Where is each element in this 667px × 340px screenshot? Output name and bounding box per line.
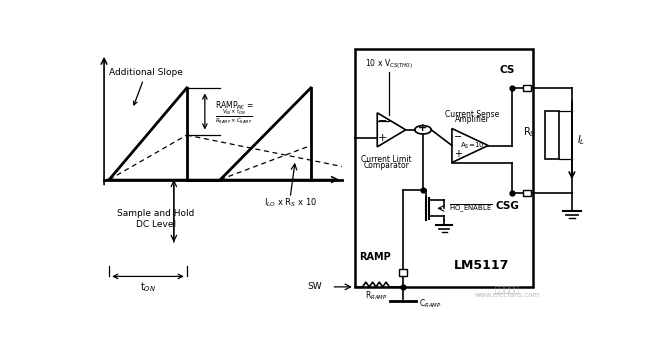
Text: Amplifier: Amplifier	[455, 115, 490, 124]
Text: RAMP: RAMP	[359, 252, 391, 262]
Text: CSG: CSG	[496, 201, 519, 211]
Text: R$_S$: R$_S$	[523, 125, 536, 139]
Text: CS: CS	[500, 65, 515, 74]
Text: $\frac{V_{IN} \times t_{ON}}{R_{RAMP} \times C_{RAMP}}$: $\frac{V_{IN} \times t_{ON}}{R_{RAMP} \t…	[215, 107, 253, 126]
Text: I$_{LO}$ x R$_{S}$ x 10: I$_{LO}$ x R$_{S}$ x 10	[264, 197, 317, 209]
Text: +: +	[418, 123, 428, 133]
Text: Current Sense: Current Sense	[446, 109, 500, 119]
Text: I$_L$: I$_L$	[577, 133, 586, 147]
Text: −: −	[378, 116, 387, 126]
Text: Sample and Hold: Sample and Hold	[117, 209, 195, 218]
Text: +: +	[454, 149, 462, 159]
Text: $\overline{\mathrm{HO\_ENABLE}}$: $\overline{\mathrm{HO\_ENABLE}}$	[450, 203, 493, 214]
Bar	[400, 269, 408, 276]
Text: DC Level: DC Level	[135, 220, 176, 228]
Text: Additional Slope: Additional Slope	[109, 68, 183, 105]
Bar	[545, 112, 560, 158]
Text: C$_{RAMP}$: C$_{RAMP}$	[419, 298, 442, 310]
Text: Current Limit: Current Limit	[361, 155, 412, 165]
Text: SW: SW	[307, 283, 322, 291]
Text: www.elecfans.com: www.elecfans.com	[475, 292, 540, 299]
Bar	[355, 49, 533, 287]
Text: A$_S$=10: A$_S$=10	[460, 140, 485, 151]
Text: −: −	[454, 132, 462, 142]
Text: RAMP$_{PK}$ =: RAMP$_{PK}$ =	[215, 100, 254, 113]
Text: R$_{RAMP}$: R$_{RAMP}$	[365, 290, 388, 302]
Text: Comparator: Comparator	[364, 161, 410, 170]
Bar	[524, 189, 530, 196]
Text: 10 x V$_{CS(TH0)}$: 10 x V$_{CS(TH0)}$	[365, 57, 413, 71]
Bar	[524, 85, 530, 91]
Text: +: +	[378, 133, 387, 143]
Text: 电子发烧友: 电子发烧友	[495, 285, 520, 294]
Text: LM5117: LM5117	[454, 259, 509, 272]
Text: t$_{ON}$: t$_{ON}$	[140, 280, 156, 294]
